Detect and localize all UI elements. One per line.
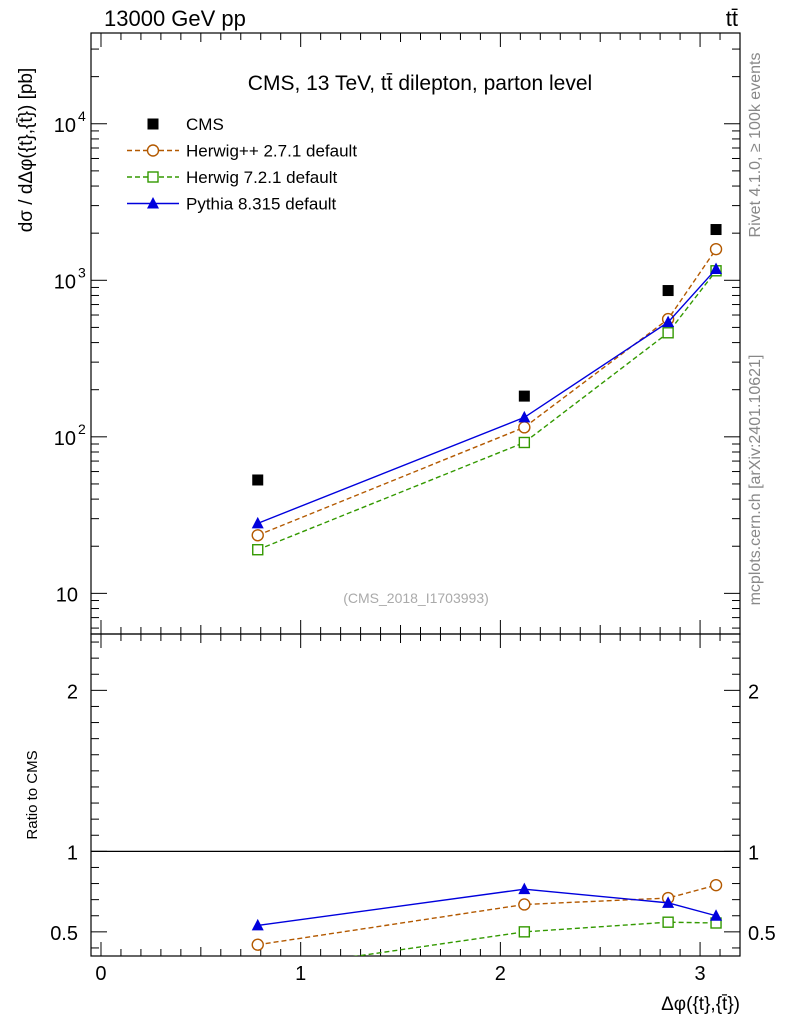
main-y-tick-exponent: 3 [78, 264, 86, 280]
herwig-7-2-1-default-ratio-point [662, 916, 674, 928]
process-label: tt̄ [726, 6, 738, 31]
main-y-tick-label: 10 [54, 115, 76, 137]
chart-title: CMS, 13 TeV, tt̄ dilepton, parton level [248, 72, 592, 95]
ratio-y-tick-label: 1 [67, 842, 78, 864]
cms-point [710, 224, 722, 236]
ratio-y-tick-label-right: 0.5 [748, 923, 776, 945]
main-panel-series [251, 224, 723, 556]
pythia-8-315-default-ratio-point [662, 896, 675, 908]
ratio-y-tick-label: 2 [67, 681, 78, 703]
ratio-y-tick-label-right: 1 [748, 842, 759, 864]
legend-label-herwig-7-2-1-default: Herwig 7.2.1 default [186, 168, 337, 187]
ratio-panel-series [251, 878, 723, 975]
legend-marker-cms [147, 118, 159, 130]
pythia-8-315-default-ratio-line [257, 888, 717, 927]
main-y-tick-label: 10 [54, 271, 76, 293]
herwig-7-2-1-default-line [257, 270, 717, 551]
data-series [251, 224, 723, 975]
main-y-axis-label: dσ / dΔφ({t},{t̄}) [pb] [16, 68, 37, 233]
collision-label: 13000 GeV pp [104, 6, 246, 31]
legend-label-cms: CMS [186, 115, 224, 134]
main-y-tick-exponent: 4 [78, 108, 86, 124]
cms-point [252, 474, 264, 486]
ratio-y-tick-label: 0.5 [50, 923, 78, 945]
rivet-version-label: Rivet 4.1.0, ≥ 100k events [747, 53, 764, 238]
pythia-8-315-default-point [662, 315, 675, 328]
herwig-7-2-1-default-point [252, 544, 264, 556]
pythia-8-315-default-point [518, 410, 531, 423]
herwig-2-7-1-default-ratio-point [518, 898, 531, 911]
main-y-tick-exponent: 2 [78, 421, 86, 437]
cms-point [518, 390, 530, 402]
herwig-2-7-1-default-ratio-point [709, 878, 723, 892]
ratio-panel-frame [90, 633, 741, 957]
pythia-8-315-default-point [710, 262, 723, 275]
legend-marker-herwig-2-7-1-default [146, 144, 160, 157]
analysis-watermark: (CMS_2018_I1703993) [343, 590, 489, 606]
pythia-8-315-default-ratio-point [710, 909, 723, 921]
x-tick-label: 2 [495, 963, 506, 985]
legend-label-pythia-8-315-default: Pythia 8.315 default [186, 195, 337, 214]
x-tick-label: 0 [95, 963, 106, 985]
legend-marker-herwig-7-2-1-default [147, 171, 159, 183]
legend: CMS Herwig++ 2.7.1 default Herwig 7.2.1 de… [127, 115, 357, 214]
main-y-tick-label: 10 [56, 584, 78, 606]
ratio-y-tick-label-right: 2 [748, 681, 759, 703]
herwig-2-7-1-default-point [518, 421, 531, 434]
x-axis-label: Δφ({t},{t̄}) [661, 994, 740, 1015]
legend-label-herwig-2-7-1-default: Herwig++ 2.7.1 default [186, 142, 357, 161]
pythia-8-315-default-line [257, 268, 717, 525]
pythia-8-315-default-ratio-point [251, 918, 264, 931]
herwig-7-2-1-default-ratio-point [518, 926, 531, 938]
ratio-y-axis-label: Ratio to CMS [24, 750, 41, 839]
main-y-tick-label: 10 [54, 428, 76, 450]
mcplots-source-label: mcplots.cern.ch [arXiv:2401.10621] [747, 355, 764, 606]
herwig-7-2-1-default-ratio-point [253, 965, 263, 975]
pythia-8-315-default-point [251, 516, 264, 529]
herwig-2-7-1-default-ratio-point [251, 938, 264, 951]
herwig-7-2-1-default-point [662, 327, 674, 339]
x-tick-label: 3 [694, 963, 705, 985]
herwig-7-2-1-default-ratio-line [352, 921, 717, 956]
legend-marker-pythia-8-315-default [147, 197, 159, 209]
herwig-2-7-1-default-point [709, 242, 723, 256]
x-tick-label: 1 [295, 963, 306, 985]
pythia-8-315-default-ratio-point [518, 882, 531, 895]
herwig-7-2-1-default-point [518, 436, 531, 449]
herwig-2-7-1-default-line [257, 248, 717, 536]
herwig-2-7-1-default-point [251, 529, 264, 542]
cms-point [662, 285, 674, 297]
